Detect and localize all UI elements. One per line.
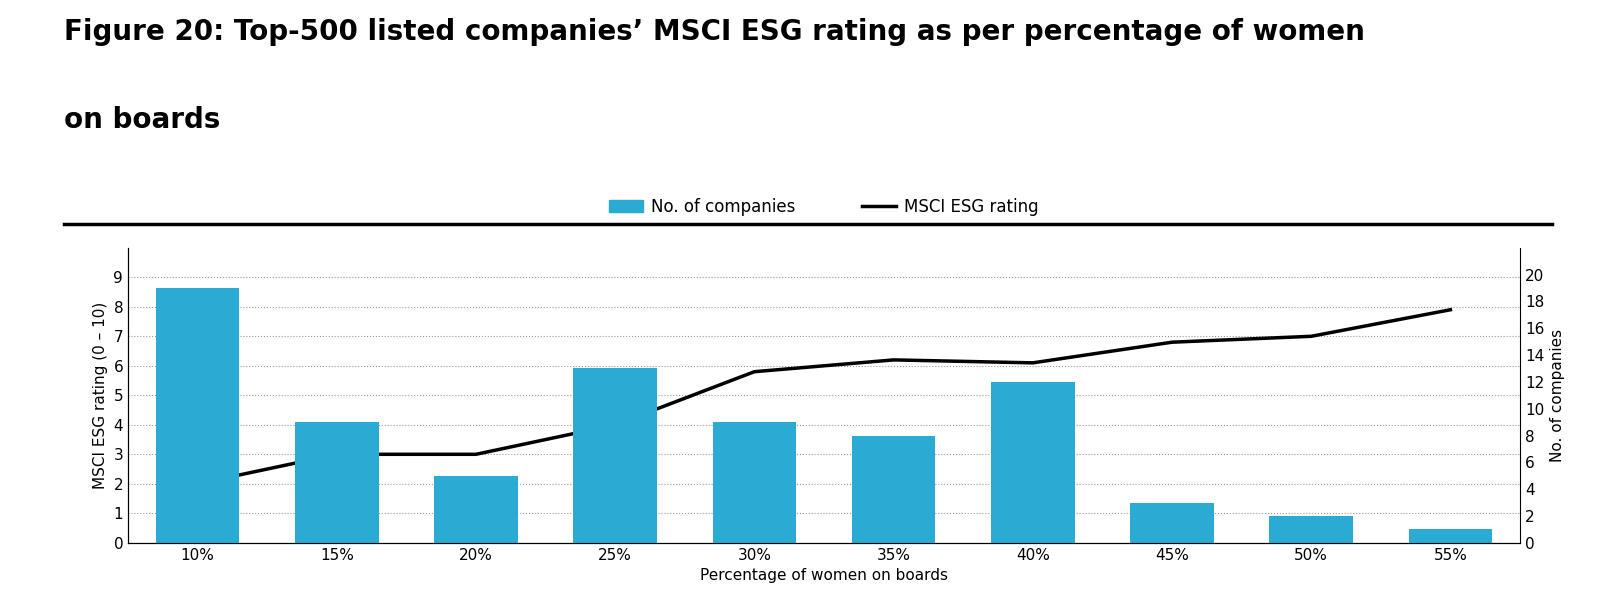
Y-axis label: MSCI ESG rating (0 – 10): MSCI ESG rating (0 – 10) bbox=[93, 301, 107, 489]
Text: on boards: on boards bbox=[64, 106, 221, 134]
Bar bbox=[1130, 503, 1214, 543]
Text: Figure 20: Top-500 listed companies’ MSCI ESG rating as per percentage of women: Figure 20: Top-500 listed companies’ MSC… bbox=[64, 18, 1365, 45]
X-axis label: Percentage of women on boards: Percentage of women on boards bbox=[701, 568, 947, 584]
Bar bbox=[712, 422, 797, 543]
Legend: No. of companies, MSCI ESG rating: No. of companies, MSCI ESG rating bbox=[603, 191, 1045, 222]
Bar bbox=[434, 476, 518, 543]
Bar bbox=[155, 288, 240, 543]
Y-axis label: No. of companies: No. of companies bbox=[1550, 329, 1565, 462]
Bar bbox=[1269, 516, 1354, 543]
Bar bbox=[294, 422, 379, 543]
Bar bbox=[1408, 529, 1493, 543]
Bar bbox=[990, 382, 1075, 543]
Bar bbox=[573, 369, 658, 543]
Bar bbox=[851, 435, 936, 543]
